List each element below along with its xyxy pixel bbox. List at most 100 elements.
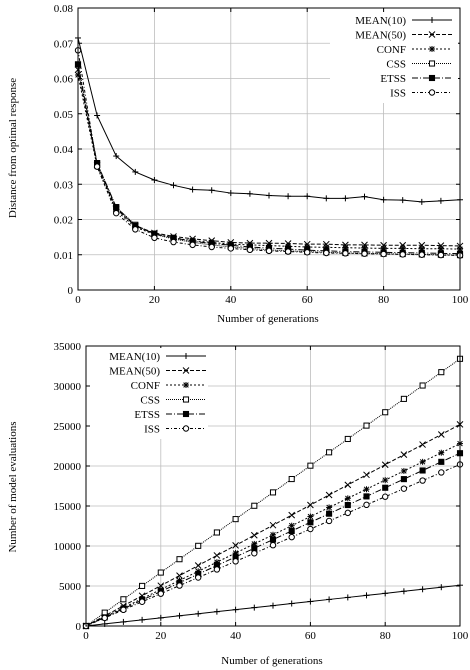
data-point — [232, 542, 239, 549]
x-tick-label: 40 — [225, 294, 237, 306]
data-point — [418, 251, 425, 258]
data-point — [438, 584, 445, 591]
data-point — [189, 186, 196, 193]
series-group — [74, 34, 464, 259]
data-point — [307, 501, 314, 509]
data-point — [113, 153, 120, 160]
tick-labels: 0 5000 10000 15000 20000 25000 30000 35000 0 20 40… — [54, 341, 469, 642]
y-tick-label: 35000 — [54, 341, 82, 353]
y-tick-label: 5000 — [59, 581, 82, 593]
chart-model-evaluations: Number of model evaluations Number of ge… — [7, 341, 469, 667]
series-iss — [74, 47, 464, 259]
data-point — [322, 240, 330, 248]
x-axis-label: Number of generations — [217, 313, 318, 325]
y-tick-label: 0.02 — [54, 215, 73, 227]
y-tick-label: 0 — [76, 621, 82, 633]
x-tick-label: 0 — [83, 630, 89, 642]
legend-label: ISS — [144, 424, 160, 436]
legend-label: MEAN(50) — [109, 366, 160, 378]
legend-entry: ETSS — [380, 73, 452, 85]
legend-marker — [429, 46, 435, 52]
legend-entry: MEAN(10) — [109, 351, 206, 363]
legend-entry: MEAN(10) — [355, 15, 452, 27]
data-point — [326, 504, 333, 511]
data-point — [344, 435, 351, 443]
data-point — [326, 596, 333, 603]
data-point — [176, 572, 183, 579]
data-point — [304, 193, 311, 200]
data-point — [363, 422, 370, 429]
data-point — [132, 168, 139, 175]
legend-marker — [182, 425, 190, 432]
data-point — [399, 241, 407, 249]
data-point — [399, 197, 406, 204]
y-tick-label: 0 — [68, 285, 74, 297]
legend-marker — [429, 17, 435, 23]
y-tick-label: 0.03 — [54, 179, 74, 191]
x-tick-label: 100 — [452, 630, 469, 642]
x-tick-label: 40 — [230, 630, 242, 642]
data-point — [288, 475, 295, 483]
data-point — [227, 190, 234, 197]
data-point — [176, 582, 183, 589]
chart-distance-from-optimal: Distance from optimal response Number of… — [7, 3, 469, 325]
data-point — [113, 204, 120, 211]
data-point — [157, 614, 164, 621]
data-point — [363, 592, 370, 599]
plot-frame — [77, 7, 461, 291]
data-point — [344, 594, 351, 601]
legend: MEAN(10) MEAN(50) CONF CSS ETSS ISS — [330, 12, 458, 103]
data-point — [195, 610, 202, 617]
y-tick-label: 0.01 — [54, 250, 73, 262]
data-point — [232, 558, 239, 565]
data-point — [382, 484, 389, 491]
y-tick-label: 25000 — [54, 421, 82, 433]
series-line — [77, 74, 461, 250]
data-point — [400, 485, 408, 492]
y-tick-label: 15000 — [54, 501, 82, 513]
legend-marker — [428, 31, 436, 38]
y-tick-label: 0.07 — [54, 38, 74, 50]
data-point — [325, 517, 333, 525]
data-point — [213, 529, 220, 536]
legend-label: CSS — [386, 59, 406, 71]
data-point — [176, 612, 183, 619]
data-point — [288, 511, 296, 519]
data-point — [250, 531, 258, 539]
legend-label: ETSS — [380, 73, 406, 85]
data-point — [285, 193, 292, 200]
data-point — [176, 556, 183, 563]
data-point — [380, 245, 387, 252]
data-point — [323, 195, 330, 202]
data-point — [361, 193, 368, 200]
data-point — [400, 395, 407, 402]
data-point — [304, 249, 311, 256]
data-point — [307, 513, 314, 520]
data-point — [208, 243, 215, 251]
legend-marker — [182, 410, 190, 418]
data-point — [437, 242, 445, 249]
data-point — [251, 545, 258, 552]
legend-marker — [428, 60, 436, 67]
data-point — [437, 431, 445, 438]
legend-label: CONF — [131, 380, 160, 392]
data-point — [363, 501, 370, 508]
legend-label: MEAN(10) — [109, 351, 160, 363]
data-point — [246, 190, 253, 197]
data-point — [438, 449, 445, 456]
data-point — [151, 177, 158, 184]
x-tick-label: 100 — [452, 294, 469, 306]
legend-marker — [183, 382, 189, 388]
legend-entry: ISS — [390, 88, 452, 100]
data-point — [438, 458, 445, 465]
data-point — [195, 542, 202, 549]
data-point — [326, 449, 333, 456]
data-point — [232, 516, 239, 523]
data-point — [269, 489, 277, 496]
data-point — [269, 536, 277, 543]
x-tick-label: 80 — [380, 630, 392, 642]
legend-marker — [182, 396, 190, 403]
data-point — [344, 481, 352, 489]
data-point — [437, 197, 444, 204]
data-point — [382, 590, 389, 597]
